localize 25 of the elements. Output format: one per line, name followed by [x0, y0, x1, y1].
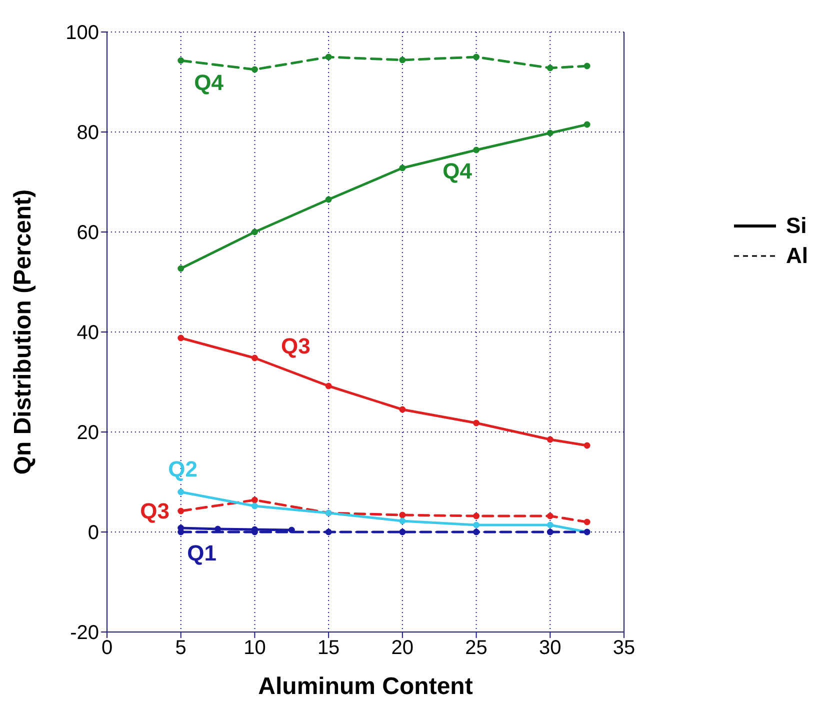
x-tick-label: 0 — [101, 637, 113, 660]
series-label: Q3 — [140, 498, 170, 524]
text: Si — [786, 213, 807, 239]
x-tick-label: 30 — [539, 637, 562, 660]
series-label: Q4 — [194, 70, 224, 95]
y-tick-label: 100 — [66, 22, 99, 44]
x-tick-label: 20 — [391, 637, 414, 660]
x-tick-label: 35 — [612, 637, 636, 660]
y-tick-label: 40 — [76, 322, 99, 344]
text: Al — [786, 243, 808, 269]
series-label: Q2 — [168, 456, 198, 482]
series-label: Q1 — [187, 540, 217, 566]
y-tick-label: -20 — [70, 622, 99, 644]
y-tick-label: 0 — [88, 522, 99, 544]
x-tick-label: 10 — [244, 637, 266, 660]
y-tick-label: 80 — [76, 122, 99, 144]
y-tick-label: 60 — [76, 222, 99, 244]
x-tick-label: 25 — [465, 637, 488, 660]
series-label: Q4 — [442, 158, 473, 184]
series-label: Q3 — [281, 334, 310, 358]
y-tick-label: 20 — [76, 422, 99, 444]
x-tick-label: 15 — [317, 637, 340, 660]
y-axis-title: Qn Distribution (Percent) — [10, 189, 37, 475]
x-tick-label: 5 — [175, 637, 186, 660]
x-axis-title: Aluminum Content — [258, 673, 473, 700]
